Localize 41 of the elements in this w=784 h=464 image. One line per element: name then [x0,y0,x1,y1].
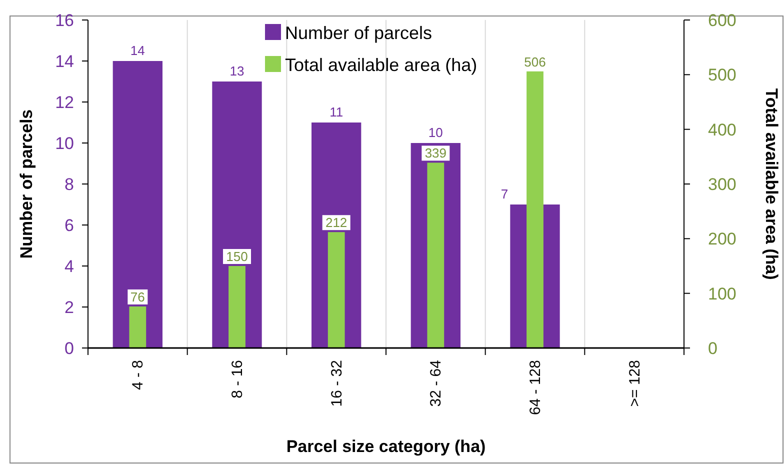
data-label: 7 [500,186,508,202]
y-axis-title: Number of parcels [17,109,36,259]
y-tick-label: 0 [64,339,74,358]
bar [129,306,146,348]
y2-tick-label: 400 [708,120,736,140]
bar [112,61,162,348]
data-label: 11 [330,104,344,120]
y-tick-label: 16 [55,11,74,30]
x-tick-label: 8 - 16 [229,360,246,398]
x-axis-title: Parcel size category (ha) [286,437,486,456]
bar [328,232,345,348]
data-label: 10 [428,125,443,140]
y-tick-label: 12 [55,93,74,112]
y-tick-label: 2 [64,298,74,317]
y-tick-label: 4 [64,257,74,276]
bar [228,266,246,348]
y-tick-label: 10 [55,134,74,153]
x-tick-label: 64 - 128 [527,360,544,416]
data-label: 14 [130,43,145,58]
data-label: 150 [226,249,248,264]
y2-tick-label: 600 [708,11,736,30]
data-label: 506 [524,54,546,70]
y2-tick-label: 0 [708,339,718,358]
data-label: 13 [230,64,244,78]
y-tick-label: 14 [55,52,74,71]
y2-tick-label: 100 [708,284,736,304]
y2-axis-title: Total available area (ha) [762,88,781,280]
legend-label: Total available area (ha) [285,55,478,75]
y2-tick-label: 300 [708,175,736,194]
data-label: 212 [325,215,348,230]
y2-tick-label: 500 [708,66,736,85]
x-tick-label: 4 - 8 [130,360,147,390]
y2-tick-label: 200 [708,230,736,249]
data-label: 76 [130,289,145,304]
x-tick-label: 16 - 32 [328,360,346,407]
y-tick-label: 8 [64,175,74,194]
x-tick-label: >= 128 [626,360,644,407]
x-tick-label: 32 - 64 [428,360,445,407]
legend-label: Number of parcels [285,23,432,43]
data-label: 339 [424,146,447,161]
y-tick-label: 6 [64,216,74,235]
